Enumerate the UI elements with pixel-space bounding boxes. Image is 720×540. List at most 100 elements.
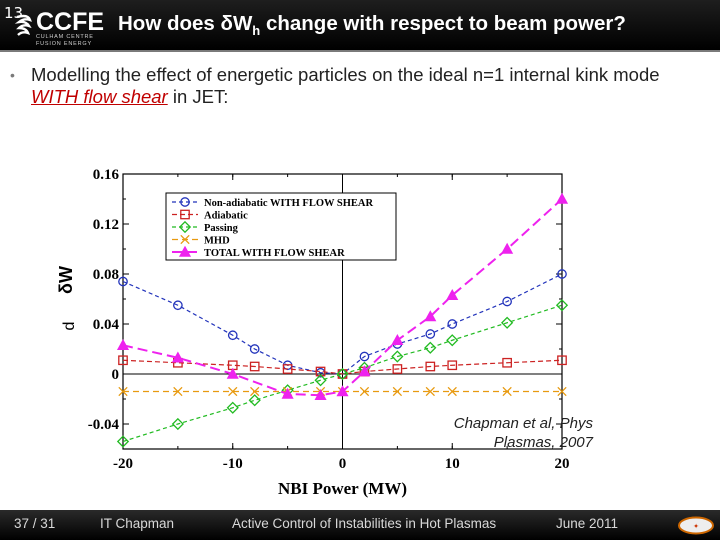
logo-subtitle: CULHAM CENTRE FUSION ENERGY [36,34,94,47]
data-point [178,245,192,257]
bullet-dot-icon: • [10,67,15,83]
bullet-text: Modelling the effect of energetic partic… [31,64,660,107]
data-point [392,364,403,374]
y-axis-label: δW [56,266,76,294]
x-tick-label: 10 [445,456,460,472]
legend-entry: Adiabatic [172,209,248,222]
data-point [281,387,294,399]
data-point [178,220,192,234]
footer-date: June 2011 [556,516,619,531]
svg-text:✦: ✦ [693,523,699,531]
data-point [173,300,183,311]
legend-entry: Passing [172,220,239,234]
data-point [336,385,349,397]
data-point [425,361,436,372]
data-point [314,374,327,387]
data-point [228,386,238,397]
bullet-point: • Modelling the effect of energetic part… [10,64,700,108]
data-point [359,351,370,362]
legend-label: Passing [204,223,239,234]
x-tick-label: 20 [555,456,570,472]
y-tick-label: -0.04 [88,417,120,433]
data-point [249,361,260,372]
footer-author: IT Chapman [100,516,175,531]
legend-box [165,192,397,261]
legend-entry: TOTAL WITH FLOW SHEAR [172,245,345,259]
data-point [282,364,293,374]
logo-wordmark: CCFE [36,8,105,36]
data-point [557,269,567,279]
data-point [226,367,239,379]
y-tick-label: 0.04 [93,317,120,333]
data-point [425,386,435,397]
data-point [180,209,190,220]
x-tick-label: -10 [223,456,243,472]
data-point [557,355,567,366]
data-point [171,417,184,431]
legend-label: TOTAL WITH FLOW SHEAR [204,248,345,259]
data-point [118,276,128,287]
legend-label: Adiabatic [204,211,248,222]
data-point [424,310,437,322]
emphasis-text: WITH flow shear [31,86,168,107]
data-point [502,296,512,307]
data-point [173,386,183,397]
data-point [501,242,514,254]
y-tick-label: 0.16 [93,167,120,183]
data-point [392,386,403,397]
data-point [502,357,512,368]
y-tick-label: 0 [112,367,120,383]
legend-label: MHD [204,236,230,247]
data-point [447,360,458,371]
x-axis-label: NBI Power (MW) [278,479,407,498]
data-point [116,339,130,350]
title-bar: 13 CCFE CULHAM CENTRE FUSION ENERGY How … [0,0,720,52]
data-point [446,289,459,300]
data-point [250,386,260,397]
citation: Chapman et al, Phys Plasmas, 2007 [453,415,593,451]
y-tick-label: 0.12 [93,217,119,233]
data-point [359,386,370,397]
y-tick-label: 0.08 [93,267,119,283]
data-point [557,386,567,397]
footer-page-number: 37 / 31 [14,516,56,531]
data-point [171,351,184,363]
data-point [447,386,457,397]
data-point [314,389,327,400]
footer-bar: 37 / 31 IT Chapman Active Control of Ins… [0,510,720,540]
data-point [118,355,128,366]
ccfe-logo-swirl-icon [14,14,32,36]
data-point [425,329,436,339]
data-point [501,316,514,329]
series-adiabatic [118,355,567,379]
data-point [555,192,569,204]
data-point [358,365,371,377]
data-point [227,330,238,341]
data-point [446,334,459,347]
series-line [122,359,563,375]
series-total-with-flow-shear [116,192,569,400]
institution-logo-icon: ✦ [678,516,714,535]
data-point [447,319,458,329]
data-point [336,367,349,381]
data-point [248,394,261,407]
x-tick-label: -20 [113,456,133,472]
footer-talk-title: Active Control of Instabilities in Hot P… [232,516,497,531]
data-point [180,197,190,207]
data-point [502,386,512,397]
data-point [391,350,404,363]
data-point [337,369,348,379]
data-point [391,334,404,345]
y-axis-label-prefix: d [61,322,78,331]
legend-label: Non-adiabatic WITH FLOW SHEAR [204,198,374,209]
data-point [249,344,260,354]
data-point [555,299,569,312]
series-line [122,198,563,397]
dW-vs-nbi-power-chart: -0.04 0 0.04 0.08 0.12 0.16 -20 -10 0 10 20 NBI Pow… [56,167,570,498]
data-point [118,386,128,397]
data-point [180,234,190,245]
x-tick-label: 0 [339,456,347,472]
series-line [122,304,563,443]
legend-entry: MHD [172,234,230,247]
data-point [424,341,437,354]
